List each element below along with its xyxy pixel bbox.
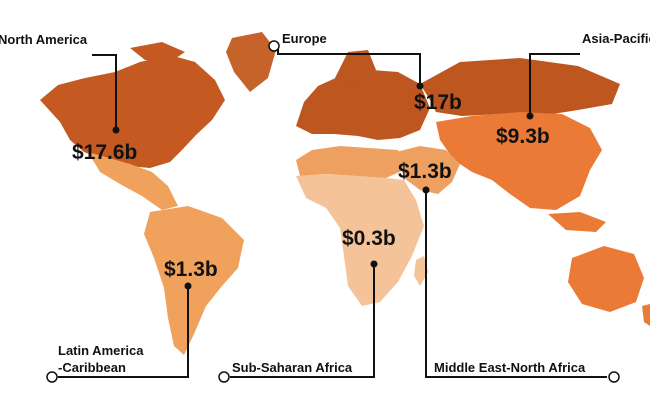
sub-saharan-africa-land [296, 174, 424, 306]
canadian-arctic-islands [130, 42, 185, 62]
mena-region [296, 146, 460, 194]
sub-saharan-end-ring [218, 371, 230, 383]
north-america-leader [92, 54, 117, 130]
mena-marker [422, 186, 430, 194]
new-zealand-land [642, 304, 650, 326]
scandinavia-land [335, 50, 376, 82]
europe-marker [416, 82, 424, 90]
mena-label: Middle East-North Africa [434, 360, 586, 375]
sub-saharan-africa-region [296, 174, 428, 306]
leader-lines [58, 46, 607, 378]
greenland [226, 32, 276, 92]
europe-region [296, 50, 620, 140]
europe-label: Europe [282, 31, 327, 46]
middle-east-land [396, 146, 460, 194]
latin-america-value: $1.3b [164, 258, 218, 281]
mena-end-ring [608, 371, 620, 383]
central-america-land [88, 152, 178, 210]
sub-saharan-leader [230, 264, 375, 378]
southeast-asia-islands [548, 212, 606, 232]
mena-value: $1.3b [398, 160, 452, 183]
north-africa-land [296, 146, 404, 178]
asia-pacific-label: Asia-Pacific [582, 31, 650, 46]
latin-america-marker [184, 282, 192, 290]
leader-markers [46, 40, 620, 383]
latin-america-region [88, 152, 244, 355]
europe-value: $17b [414, 91, 462, 114]
europe-land [296, 70, 430, 140]
europe-end-ring [268, 40, 280, 52]
mena-leader [425, 190, 607, 378]
latin-america-label-line2: -Caribbean [58, 360, 126, 375]
sub-saharan-marker [370, 260, 378, 268]
north-america-land [40, 55, 225, 168]
latin-america-end-ring [46, 371, 58, 383]
russia-land [420, 58, 620, 116]
madagascar-land [414, 256, 428, 286]
north-america-label: North America [0, 32, 88, 47]
asia-pacific-region [436, 112, 650, 326]
asia-pacific-marker [526, 112, 534, 120]
north-america-region [40, 32, 276, 168]
latin-america-leader [58, 286, 189, 378]
latin-america-label-line1: Latin America [58, 343, 144, 358]
asia-pacific-leader [529, 53, 580, 116]
asia-land [436, 112, 602, 210]
australia-land [568, 246, 644, 312]
sub-saharan-africa-label: Sub-Saharan Africa [232, 360, 353, 375]
sub-saharan-africa-value: $0.3b [342, 227, 396, 250]
south-america-land [144, 206, 244, 355]
asia-pacific-value: $9.3b [496, 125, 550, 148]
north-america-value: $17.6b [72, 141, 137, 164]
north-america-marker [112, 126, 120, 134]
